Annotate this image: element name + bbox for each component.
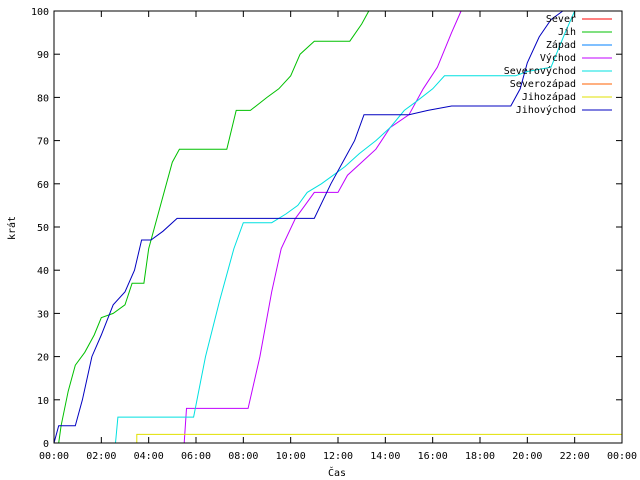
legend-label: Sever (546, 14, 576, 25)
legend-label: Východ (540, 52, 576, 64)
y-tick-label: 70 (37, 137, 49, 148)
series-line (58, 10, 370, 444)
series-line (53, 10, 564, 444)
plot-lines (53, 10, 622, 444)
series-line (136, 433, 622, 443)
legend-label: Západ (546, 39, 576, 51)
x-tick-label: 14:00 (370, 451, 400, 462)
y-tick-label: 30 (37, 309, 49, 320)
y-tick-label: 20 (37, 353, 49, 364)
x-tick-label: 16:00 (418, 451, 448, 462)
x-tick-label: 06:00 (181, 451, 211, 462)
x-tick-label: 08:00 (228, 451, 258, 462)
x-tick-label: 00:00 (607, 451, 637, 462)
series-line (183, 10, 462, 444)
x-tick-label: 18:00 (465, 451, 495, 462)
x-tick-label: 20:00 (512, 451, 542, 462)
y-axis-label: krát (6, 216, 18, 240)
y-tick-label: 40 (37, 266, 49, 277)
legend-label: Jihozápad (522, 91, 576, 103)
legend-label: Jihovýchod (516, 104, 576, 116)
series-line (115, 10, 576, 444)
y-tick-label: 80 (37, 93, 49, 104)
x-tick-label: 12:00 (323, 451, 353, 462)
x-tick-label: 04:00 (134, 451, 164, 462)
axis-ticks: 00:00 02:00 04:00 06:00 08:00 10:00 12:00 14:00… (31, 7, 637, 462)
x-tick-label: 10:00 (276, 451, 306, 462)
y-tick-label: 10 (37, 396, 49, 407)
y-tick-label: 90 (37, 50, 49, 61)
x-tick-label: 22:00 (560, 451, 590, 462)
legend-label: Severovýchod (504, 65, 576, 77)
legend-label: Severozápad (510, 78, 576, 90)
x-tick-label: 00:00 (39, 451, 69, 462)
y-tick-label: 0 (43, 439, 49, 450)
x-tick-label: 02:00 (86, 451, 116, 462)
x-axis-label: Čas (328, 466, 346, 479)
legend-label: Jih (558, 27, 576, 38)
y-tick-label: 100 (31, 7, 49, 18)
y-tick-label: 50 (37, 223, 49, 234)
y-tick-label: 60 (37, 180, 49, 191)
legend: Sever JihZápadVýchodSeverovýchodSeverozáp… (504, 14, 612, 116)
